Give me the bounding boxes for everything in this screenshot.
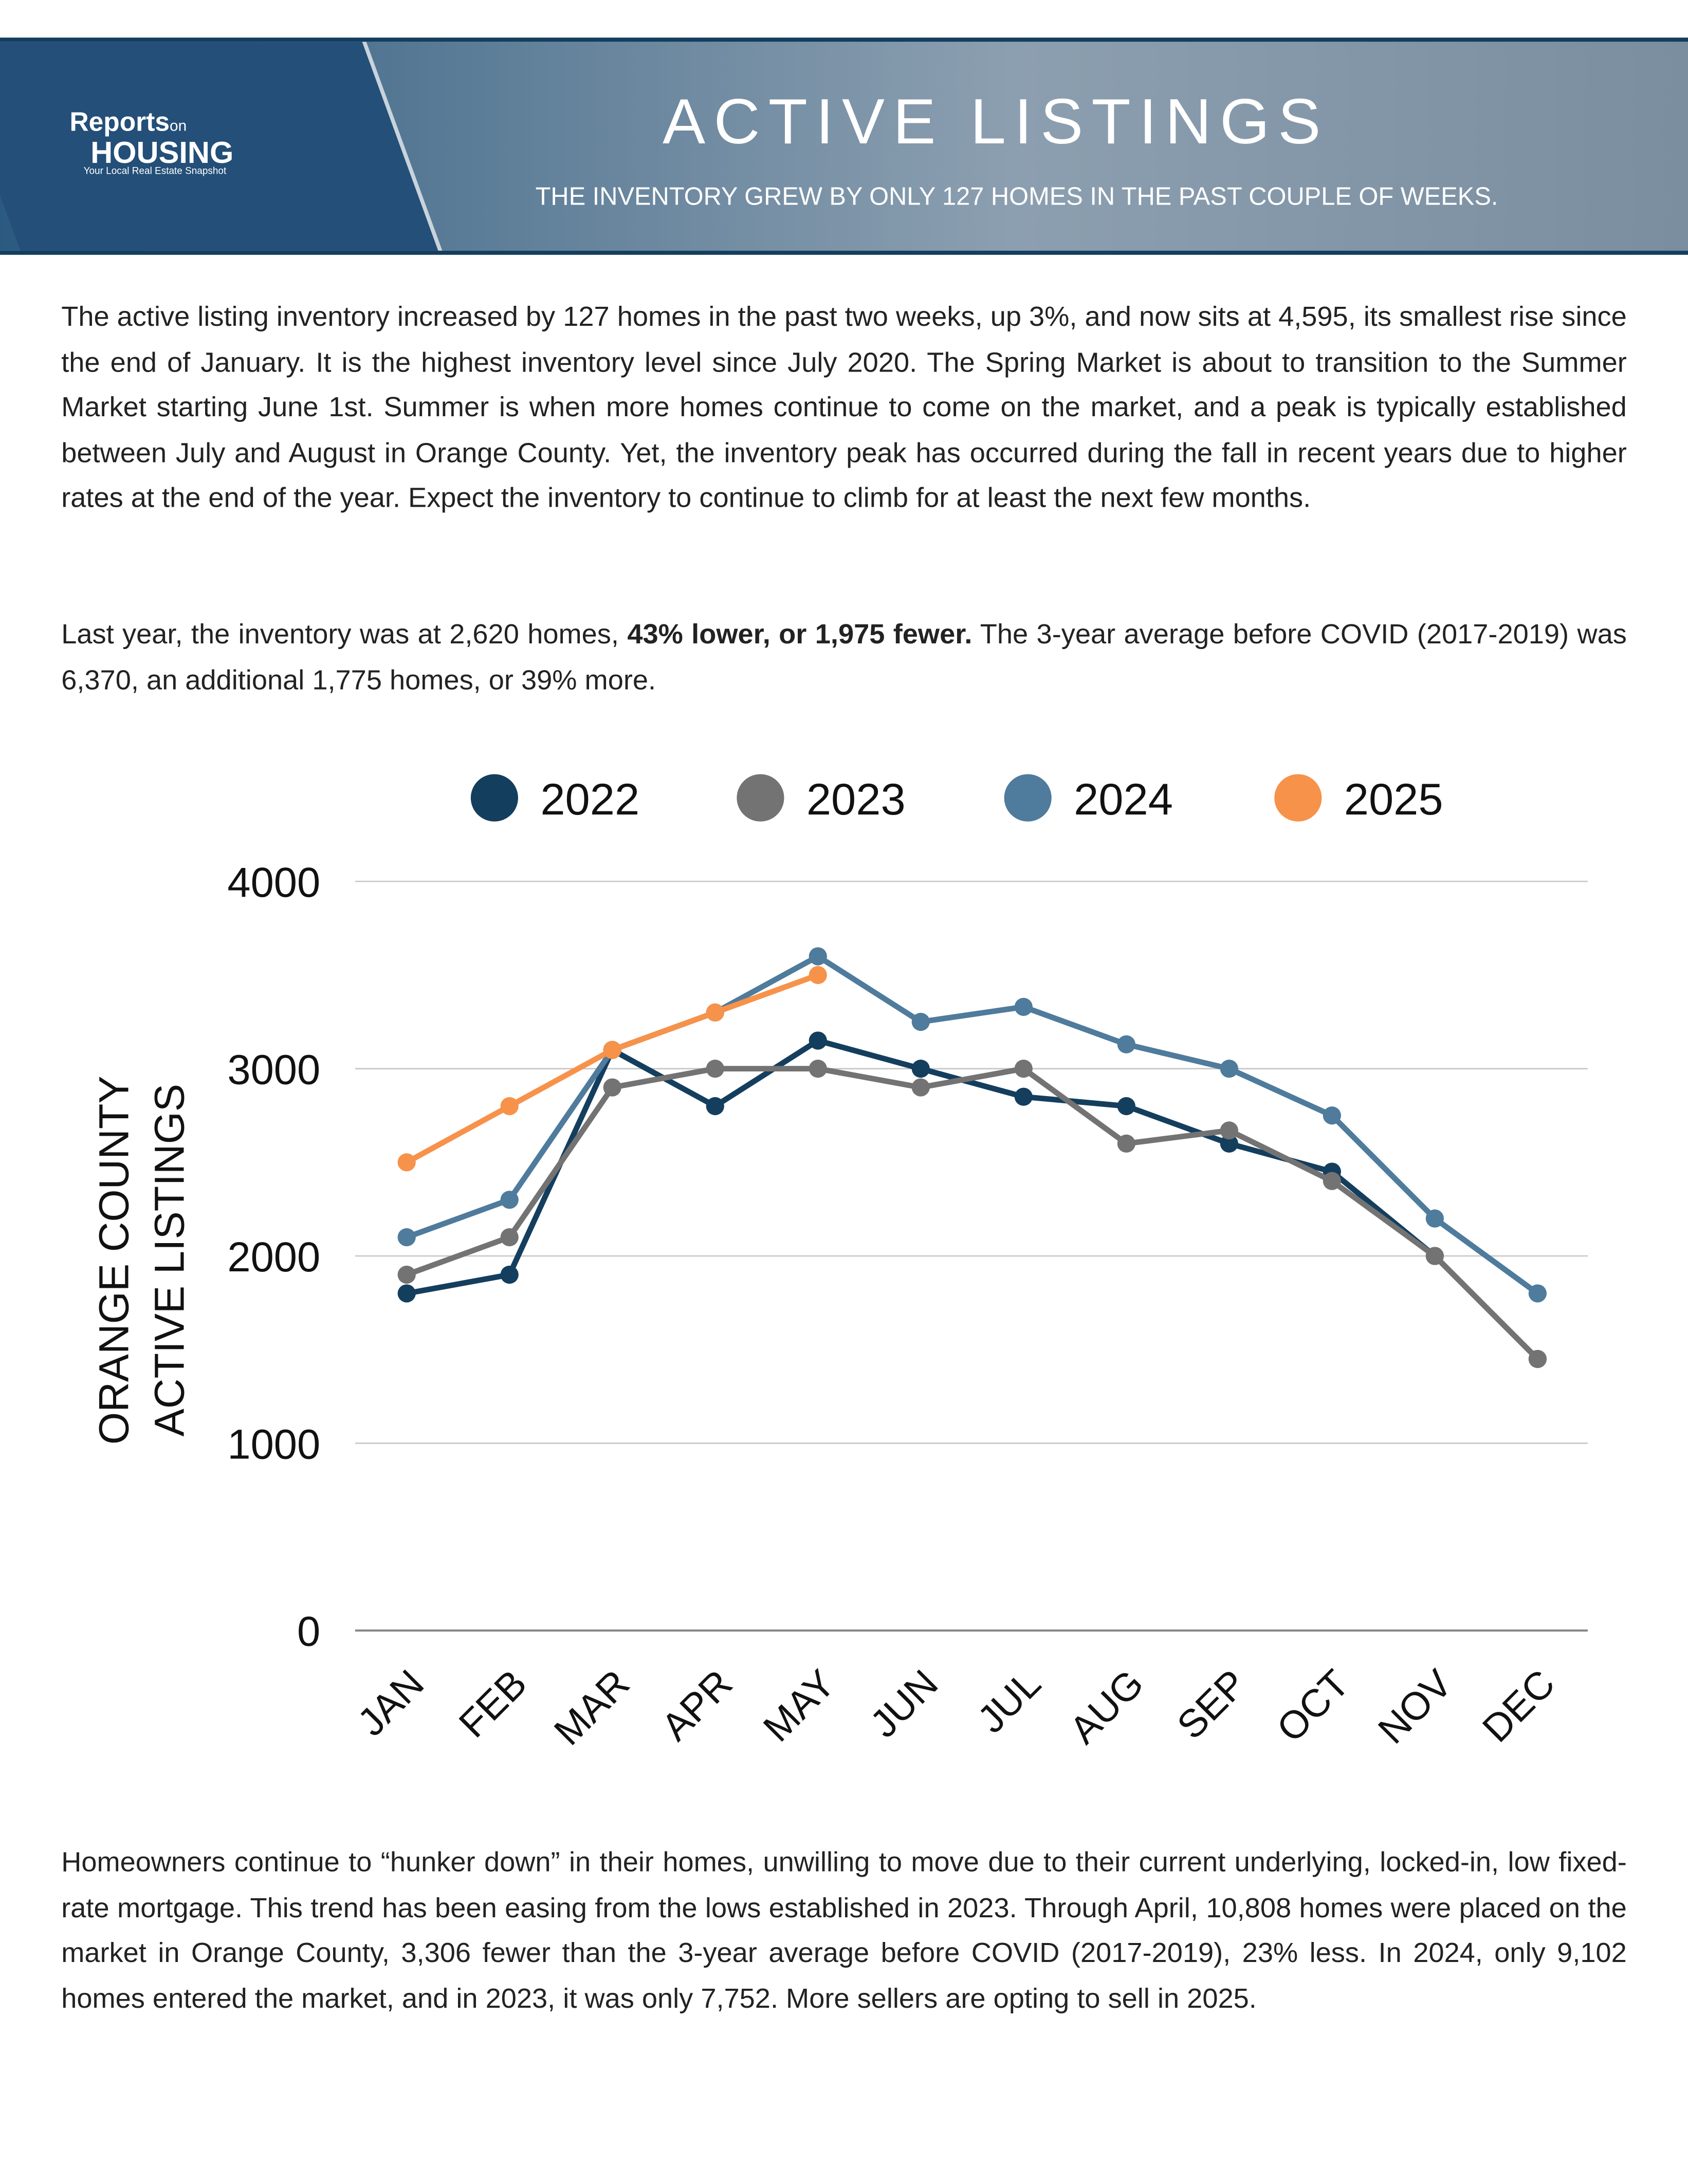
legend-label: 2022	[540, 775, 639, 824]
legend-label: 2023	[806, 775, 906, 824]
bold-text: 43% lower, or 1,975 fewer.	[627, 619, 973, 651]
data-point	[706, 1097, 724, 1116]
data-point	[1220, 1060, 1238, 1078]
paragraph: The active listing inventory increased b…	[61, 302, 1627, 514]
y-tick-label: 0	[297, 1608, 320, 1655]
data-point	[1014, 1060, 1033, 1078]
y-axis-label: ACTIVE LISTINGS	[146, 1084, 193, 1436]
data-point	[1014, 1087, 1033, 1106]
y-tick-label: 1000	[227, 1421, 320, 1468]
logo-text: on	[170, 118, 187, 135]
data-point	[1220, 1134, 1238, 1153]
data-point	[500, 1228, 519, 1247]
data-point	[809, 1031, 827, 1050]
data-point	[500, 1191, 519, 1209]
x-tick-label: APR	[653, 1661, 741, 1749]
data-point	[1528, 1349, 1547, 1368]
x-tick-label: MAY	[755, 1661, 843, 1750]
data-point	[397, 1228, 416, 1247]
data-point	[1425, 1209, 1444, 1228]
data-point	[500, 1097, 519, 1116]
logo: Reportson HOUSING Your Local Real Estate…	[69, 108, 233, 177]
data-point	[911, 1078, 930, 1097]
legend-label: 2025	[1344, 775, 1443, 824]
x-tick-label: MAR	[546, 1661, 638, 1753]
y-tick-label: 3000	[227, 1046, 320, 1093]
data-point	[706, 1003, 724, 1022]
legend-swatch	[737, 774, 784, 822]
series-line	[406, 1038, 1540, 1361]
text: The 3-year average before COVID (2017-20…	[61, 619, 1627, 696]
data-point	[1528, 1284, 1547, 1303]
data-point	[1220, 1121, 1238, 1140]
data-point	[1117, 1134, 1135, 1153]
x-tick-label: JUN	[862, 1661, 946, 1746]
data-point	[603, 1078, 621, 1097]
data-point	[500, 1265, 519, 1284]
x-tick-label: NOV	[1370, 1661, 1461, 1752]
legend-swatch	[1004, 774, 1052, 822]
x-tick-label: FEB	[451, 1661, 535, 1746]
data-point	[397, 1153, 416, 1172]
data-point	[809, 966, 827, 985]
x-tick-label: SEP	[1169, 1661, 1255, 1747]
logo-text: HOUSING	[90, 135, 234, 170]
data-point	[1117, 1097, 1135, 1116]
data-point	[809, 1060, 827, 1078]
x-tick-label: DEC	[1474, 1661, 1563, 1750]
data-point	[397, 1265, 416, 1284]
x-tick-label: JUL	[969, 1661, 1049, 1741]
legend-label: 2024	[1074, 775, 1173, 824]
y-axis-label: ORANGE COUNTY	[90, 1076, 137, 1445]
paragraph: Last year, the inventory was at 2,620 ho…	[61, 613, 1627, 703]
series-line	[406, 1066, 1540, 1361]
legend-swatch	[470, 774, 518, 822]
logo-tagline: Your Local Real Estate Snapshot	[83, 167, 227, 177]
x-tick-label: JAN	[350, 1661, 432, 1744]
data-point	[1425, 1247, 1444, 1265]
data-point	[911, 1060, 930, 1078]
y-tick-label: 2000	[227, 1234, 320, 1281]
paragraph: Homeowners continue to “hunker down” in …	[61, 1847, 1627, 2014]
series-line	[406, 953, 1539, 1296]
page-title: ACTIVE LISTINGS	[663, 85, 1329, 158]
x-tick-label: AUG	[1061, 1661, 1152, 1752]
y-tick-label: 4000	[227, 859, 320, 906]
data-point	[1014, 997, 1033, 1016]
data-point	[1323, 1172, 1341, 1190]
page-subtitle: THE INVENTORY GREW BY ONLY 127 HOMES IN …	[535, 182, 1498, 211]
header-banner: Reportson HOUSING Your Local Real Estate…	[0, 38, 1688, 255]
data-point	[603, 1041, 621, 1059]
data-point	[1323, 1106, 1341, 1125]
text: Last year, the inventory was at 2,620 ho…	[61, 619, 628, 651]
x-tick-label: OCT	[1269, 1661, 1357, 1750]
data-point	[911, 1012, 930, 1031]
legend-swatch	[1274, 774, 1322, 822]
data-point	[397, 1284, 416, 1303]
data-point	[1117, 1035, 1135, 1053]
logo-text: Reports	[69, 108, 170, 138]
data-point	[809, 947, 827, 966]
data-point	[706, 1060, 724, 1078]
